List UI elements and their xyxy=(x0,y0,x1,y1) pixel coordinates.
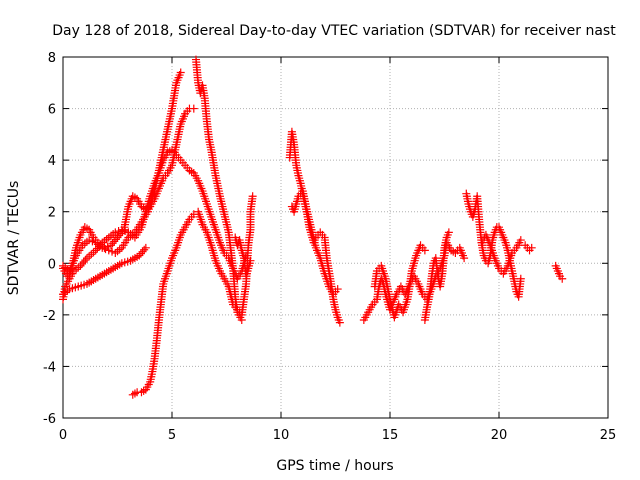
data-point xyxy=(335,318,344,327)
y-tick-label: -6 xyxy=(43,412,56,427)
data-point xyxy=(444,228,453,237)
x-tick-label: 5 xyxy=(168,428,176,443)
data-point xyxy=(88,237,97,246)
data-point xyxy=(558,274,567,283)
plot-frame xyxy=(62,56,609,419)
data-point xyxy=(246,256,255,265)
data-point xyxy=(108,239,117,248)
data-point xyxy=(420,246,429,255)
data-point xyxy=(130,389,139,398)
data-point xyxy=(115,245,124,254)
data-point xyxy=(74,263,83,272)
data-point xyxy=(85,252,94,261)
y-tick-label: 0 xyxy=(48,257,56,272)
data-point xyxy=(115,231,124,240)
y-tick-label: -2 xyxy=(43,309,56,324)
data-point xyxy=(61,288,70,297)
data-point xyxy=(106,241,115,250)
data-point xyxy=(98,243,107,252)
data-point xyxy=(89,248,98,257)
data-point xyxy=(116,229,125,238)
data-point xyxy=(82,224,91,233)
data-point xyxy=(128,230,137,239)
data-point xyxy=(87,250,96,259)
chart-title: Day 128 of 2018, Sidereal Day-to-day VTE… xyxy=(52,23,616,39)
data-point xyxy=(176,68,185,77)
data-point xyxy=(118,227,127,236)
data-point xyxy=(516,236,525,245)
data-point xyxy=(333,285,342,294)
data-point xyxy=(135,251,144,260)
data-point xyxy=(460,254,469,263)
y-tick-label: -4 xyxy=(43,360,56,375)
x-axis-label: GPS time / hours xyxy=(276,458,393,474)
data-point xyxy=(141,243,150,252)
data-point xyxy=(113,233,122,242)
x-tick-label: 20 xyxy=(491,428,508,443)
data-point xyxy=(113,247,122,256)
x-tick-label: 25 xyxy=(600,428,617,443)
data-points xyxy=(59,55,567,399)
data-point xyxy=(111,235,120,244)
y-tick-label: 4 xyxy=(48,154,56,169)
data-point xyxy=(91,246,100,255)
data-point xyxy=(104,246,113,255)
axis-ticks: 0 5 10 15 20 25 -6 -4 -2 0 2 4 6 8 xyxy=(43,51,616,443)
y-tick-label: 8 xyxy=(48,51,56,66)
data-point xyxy=(78,259,87,268)
y-tick-label: 2 xyxy=(48,206,56,221)
data-point xyxy=(138,247,147,256)
data-point xyxy=(527,243,536,252)
y-tick-label: 6 xyxy=(48,103,56,118)
data-point xyxy=(104,233,113,242)
data-point xyxy=(79,257,88,266)
y-axis-label: SDTVAR / TECUs xyxy=(6,181,22,296)
data-point xyxy=(81,256,90,265)
data-point xyxy=(516,274,525,283)
data-point xyxy=(139,386,148,395)
grid-lines xyxy=(63,57,608,418)
data-point xyxy=(126,231,135,240)
data-point xyxy=(165,147,174,156)
data-point xyxy=(449,247,458,256)
data-point xyxy=(136,249,145,258)
data-point xyxy=(140,245,149,254)
x-tick-label: 0 xyxy=(59,428,67,443)
data-point xyxy=(101,245,110,254)
data-point xyxy=(102,235,111,244)
data-point xyxy=(187,167,196,176)
data-point xyxy=(85,236,94,245)
x-tick-label: 10 xyxy=(273,428,290,443)
data-point xyxy=(110,237,119,246)
data-point xyxy=(189,104,198,113)
data-point xyxy=(76,261,85,270)
data-point xyxy=(61,263,70,272)
data-point xyxy=(80,239,89,248)
data-point xyxy=(248,192,257,201)
x-tick-label: 15 xyxy=(382,428,399,443)
